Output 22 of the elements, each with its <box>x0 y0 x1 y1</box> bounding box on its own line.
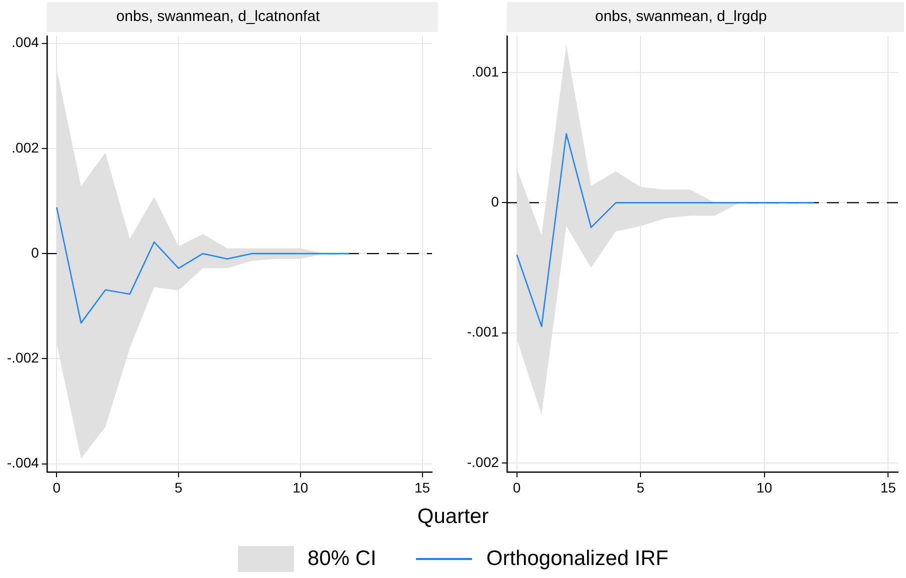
y-tick-label: -.004 <box>6 454 40 471</box>
chart-title: onbs, swanmean, d_lrgdp <box>595 8 767 26</box>
text: 80% CI <box>308 547 376 571</box>
y-tick-label: 0 <box>31 244 40 260</box>
x-tick-label: 5 <box>636 479 645 496</box>
chart-title: onbs, swanmean, d_lcatnonfat <box>116 8 321 26</box>
y-tick-label: .002 <box>12 139 40 156</box>
x-tick-label: 10 <box>756 479 772 496</box>
x-tick-label: 5 <box>174 479 183 496</box>
x-tick-label: 0 <box>512 479 521 496</box>
y-tick-label: -.002 <box>466 454 500 470</box>
y-tick-label: .001 <box>472 63 500 80</box>
x-tick-label: 15 <box>414 479 430 496</box>
y-tick-label: -.002 <box>6 350 40 366</box>
x-tick-label: 15 <box>880 479 896 496</box>
legend-label: Orthogonalized IRF <box>486 547 668 571</box>
x-axis-title: Quarter <box>416 505 490 529</box>
y-tick-label: 0 <box>491 194 500 210</box>
y-tick-label: -.001 <box>466 324 500 340</box>
y-tick-label: .004 <box>12 34 40 50</box>
x-tick-label: 0 <box>52 479 61 496</box>
x-tick-label: 10 <box>292 479 308 496</box>
